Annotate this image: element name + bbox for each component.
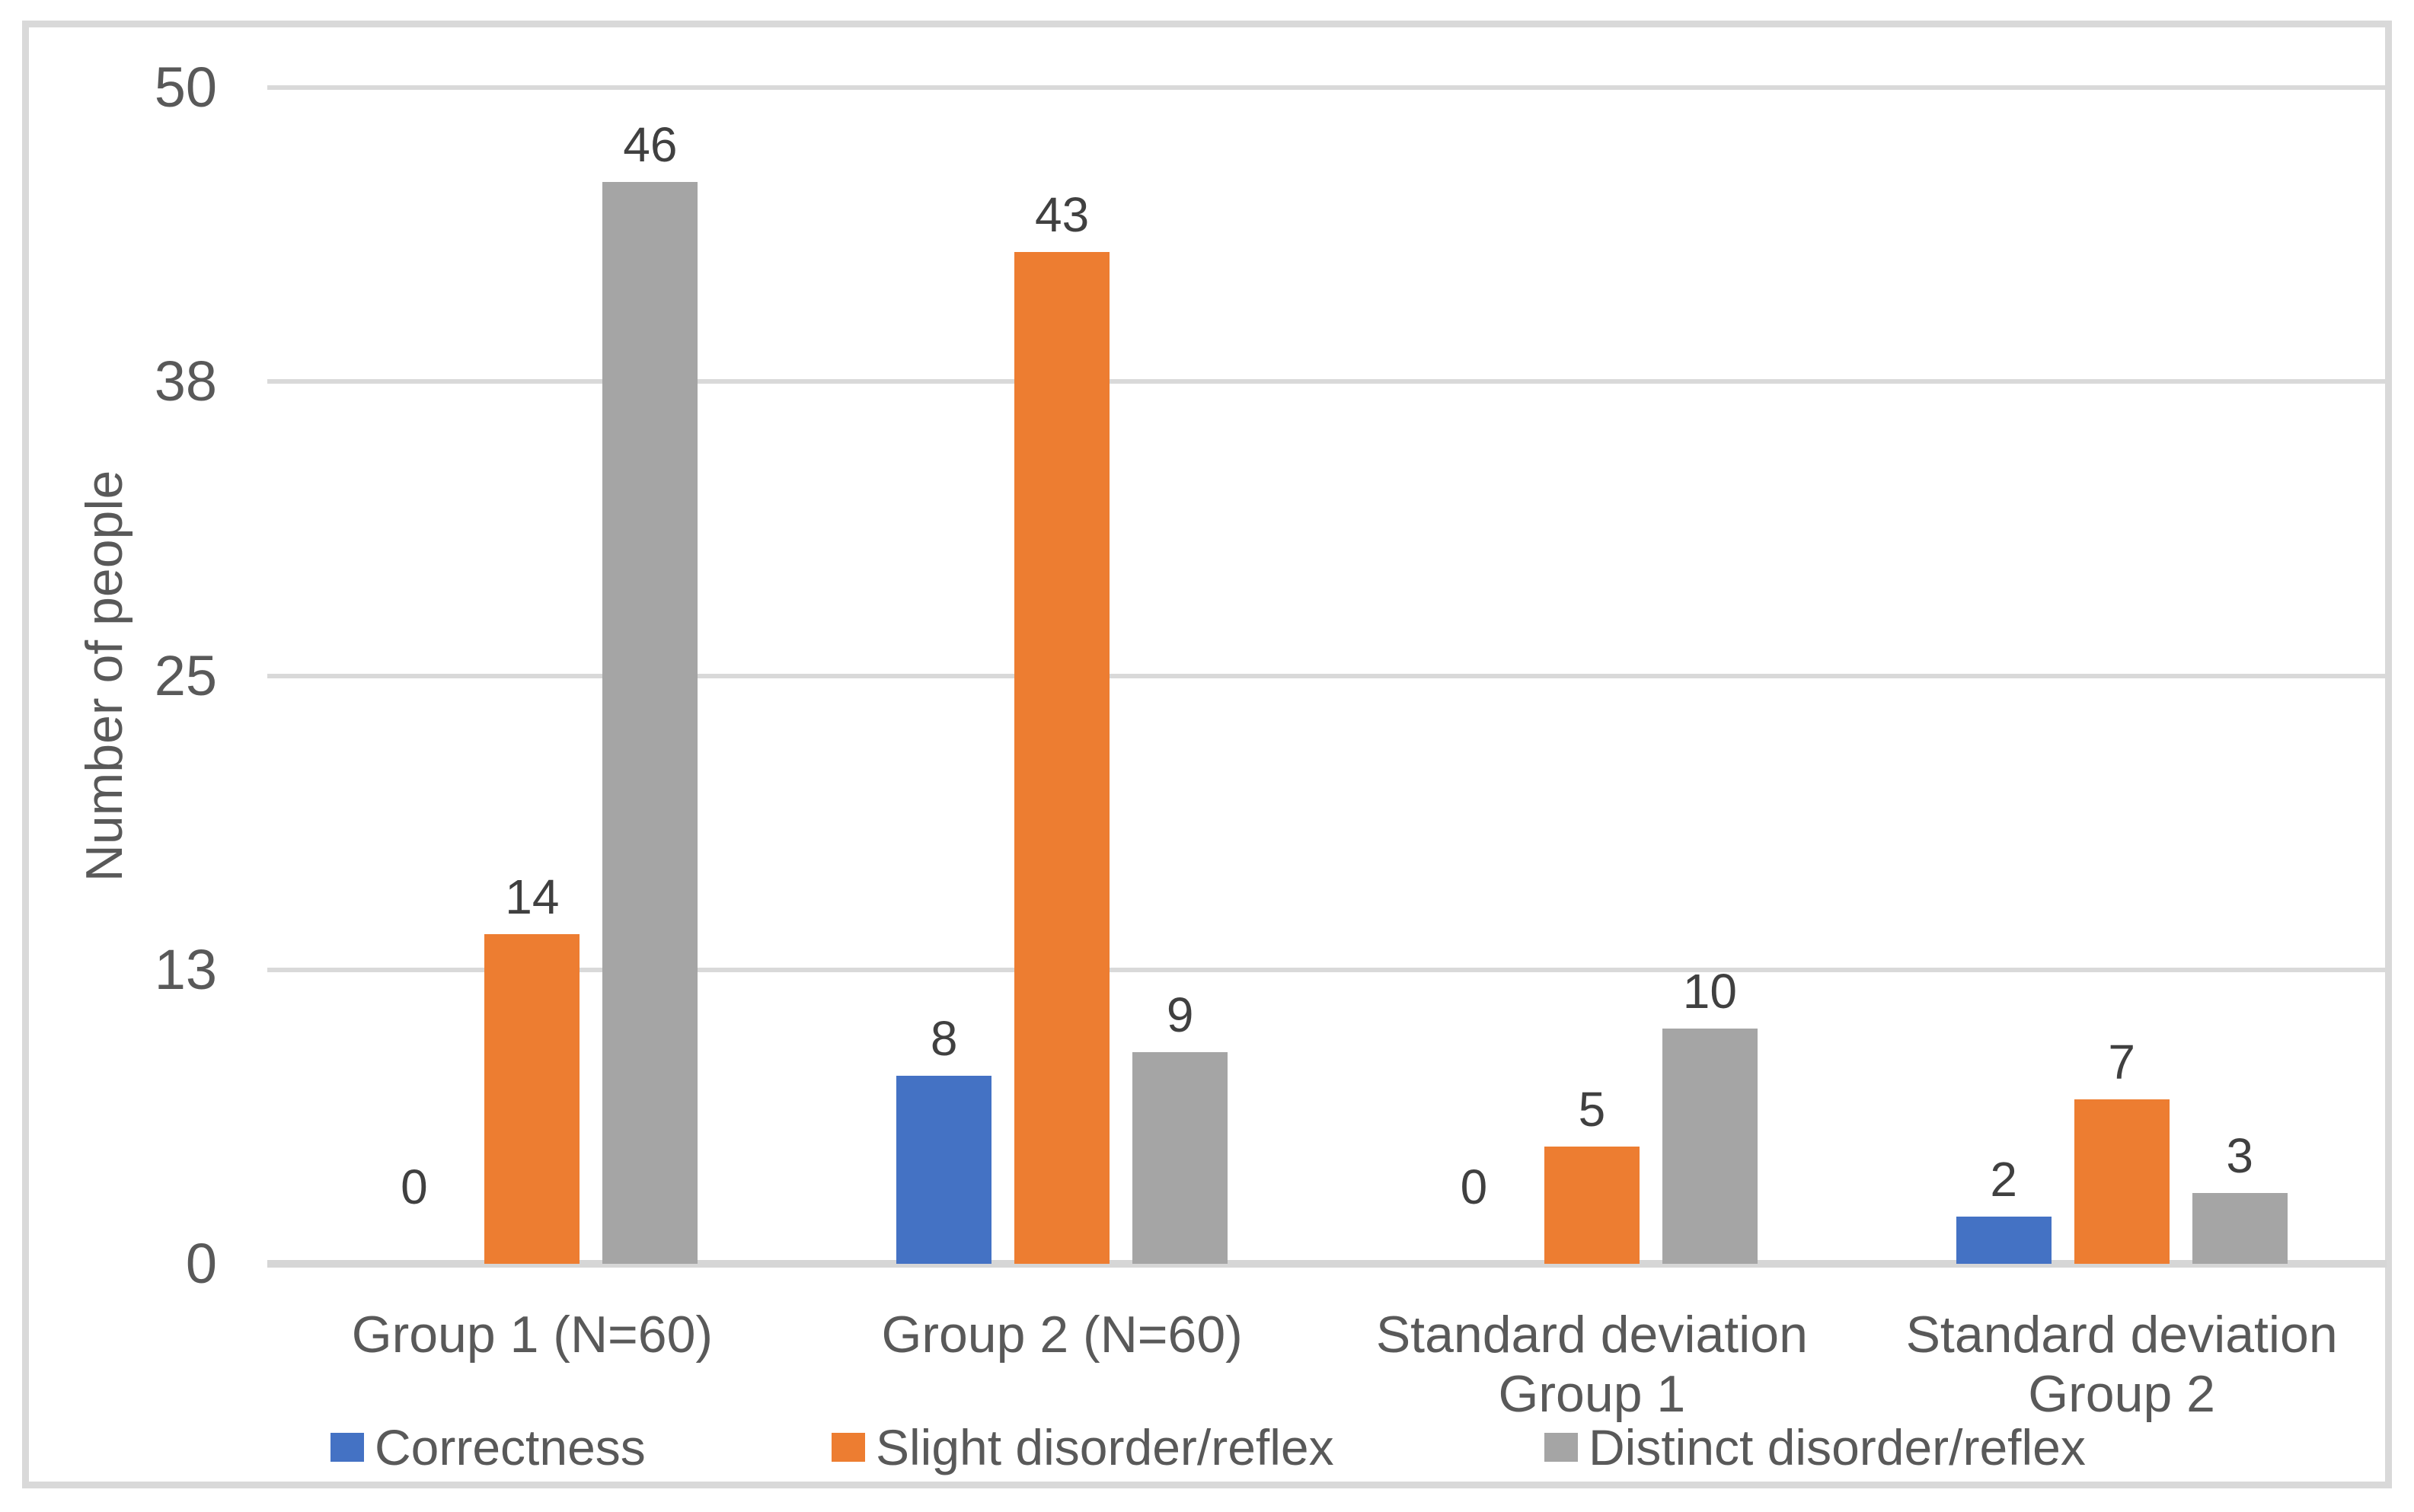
data-label: 0 xyxy=(401,1160,428,1214)
legend-item-correctness: Correctness xyxy=(330,1418,646,1477)
data-label: 2 xyxy=(1990,1152,2017,1207)
bar-distinct xyxy=(2192,1193,2288,1264)
gridline xyxy=(267,85,2387,90)
data-label: 0 xyxy=(1460,1160,1488,1214)
bar-slight xyxy=(1544,1146,1640,1264)
data-label: 9 xyxy=(1166,987,1194,1042)
bar-slight xyxy=(484,934,580,1264)
y-tick-label: 13 xyxy=(154,937,217,1001)
gridline xyxy=(267,967,2387,972)
bar-slight xyxy=(2074,1099,2170,1264)
legend-item-distinct: Distinct disorder/reflex xyxy=(1544,1418,2086,1477)
data-label: 8 xyxy=(930,1010,958,1066)
data-label: 3 xyxy=(2226,1128,2253,1184)
legend-item-slight: Slight disorder/reflex xyxy=(832,1418,1334,1477)
legend-label: Slight disorder/reflex xyxy=(876,1419,1334,1475)
bar-correctness xyxy=(1956,1217,2052,1264)
bar-slight xyxy=(1014,252,1110,1264)
bar-distinct xyxy=(602,181,698,1264)
x-axis-line xyxy=(267,1260,2387,1268)
bar-distinct xyxy=(1132,1051,1228,1264)
x-category-label: Standard deviation Group 2 xyxy=(1905,1306,2338,1423)
legend-label: Correctness xyxy=(375,1419,646,1475)
data-label: 10 xyxy=(1682,964,1737,1019)
y-tick-label: 50 xyxy=(154,56,217,119)
x-category-label: Standard deviation Group 1 xyxy=(1375,1306,1808,1423)
legend-label: Distinct disorder/reflex xyxy=(1589,1419,2086,1475)
y-tick-label: 38 xyxy=(154,349,217,413)
legend-swatch-slight xyxy=(832,1433,865,1462)
legend-swatch-correctness xyxy=(330,1433,364,1462)
bar-correctness xyxy=(896,1075,992,1264)
y-tick-label: 0 xyxy=(185,1232,217,1295)
bar-distinct xyxy=(1662,1029,1758,1264)
data-label: 7 xyxy=(2108,1034,2135,1089)
gridline xyxy=(267,379,2387,384)
gridline xyxy=(267,673,2387,678)
data-label: 14 xyxy=(505,869,560,925)
data-label: 5 xyxy=(1578,1081,1606,1137)
legend-swatch-distinct xyxy=(1544,1433,1578,1462)
data-label: 43 xyxy=(1035,187,1090,243)
y-tick-label: 25 xyxy=(154,643,217,707)
x-category-label: Group 2 (N=60) xyxy=(881,1306,1243,1364)
x-category-label: Group 1 (N=60) xyxy=(351,1306,714,1364)
data-label: 46 xyxy=(623,116,678,172)
